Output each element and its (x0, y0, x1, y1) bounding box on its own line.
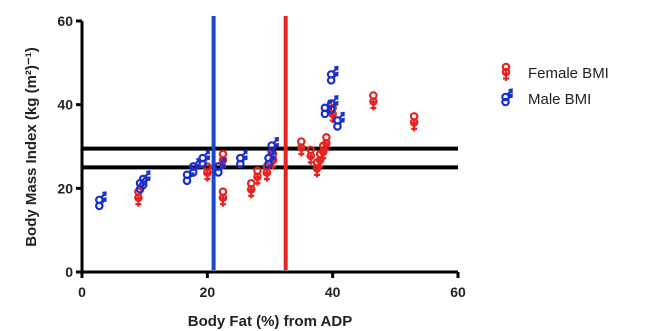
male-point-5 (198, 149, 211, 169)
male-point-13 (333, 111, 345, 131)
x-tick-label-60: 60 (450, 284, 466, 300)
y-tick-label-60: 60 (57, 13, 73, 29)
legend-marker-male (501, 88, 513, 107)
data-points (95, 65, 419, 211)
female-point-3 (218, 187, 228, 207)
x-tick-label-20: 20 (200, 284, 216, 300)
y-axis-title: Body Mass Index (kg (m²)⁻¹) (23, 47, 40, 247)
y-tick-label-20: 20 (57, 180, 73, 196)
male-point-12 (326, 65, 339, 85)
male-point-0 (95, 191, 107, 211)
x-axis-title: Body Fat (%) from ADP (188, 313, 352, 330)
legend-marker-female (501, 62, 511, 81)
female-point-6 (262, 162, 272, 182)
male-point-6 (214, 157, 226, 177)
female-point-16 (409, 112, 419, 132)
male-point-7 (236, 149, 248, 169)
female-point-9 (306, 145, 316, 165)
female-point-1 (203, 162, 212, 182)
female-point-5 (253, 166, 262, 186)
x-tick-label-40: 40 (325, 284, 341, 300)
legend-label-male: Male BMI (528, 91, 591, 108)
axes (76, 19, 460, 278)
y-tick-label-0: 0 (65, 264, 73, 280)
female-point-4 (246, 179, 256, 199)
female-point-8 (297, 137, 306, 157)
female-point-13 (322, 133, 331, 153)
male-point-2 (138, 170, 151, 190)
male-point-11 (326, 94, 339, 114)
male-point-9 (267, 136, 280, 156)
female-point-15 (369, 91, 378, 111)
legend-label-female: Female BMI (528, 65, 609, 82)
legend: Female BMI Male BMI (501, 62, 609, 108)
y-tick-label-40: 40 (57, 97, 73, 113)
x-tick-label-0: 0 (78, 284, 86, 300)
